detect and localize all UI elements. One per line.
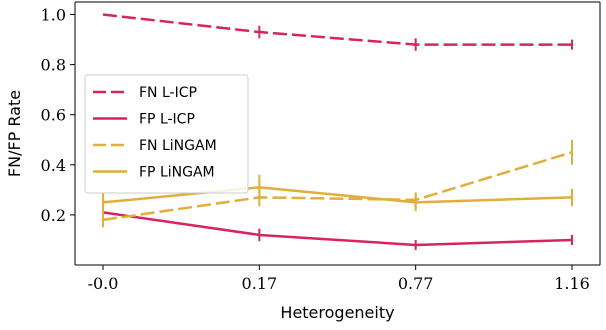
- legend: FN L-ICP FP L-ICP FN LiNGAM FP LiNGAM: [84, 74, 249, 194]
- x-ticks: -0.0 0.17 0.77 1.16: [88, 265, 590, 293]
- y-tick-label: 0.4: [41, 156, 66, 175]
- y-tick-label: 0.8: [41, 56, 66, 75]
- series-fp-l-icp: [102, 211, 573, 250]
- y-tick-label: 0.2: [41, 206, 66, 225]
- legend-box: [84, 74, 249, 194]
- legend-label: FP L-ICP: [139, 112, 195, 128]
- y-axis-title: FN/FP Rate: [5, 90, 24, 177]
- series-fn-l-icp: [102, 13, 573, 51]
- axes: [74, 1, 601, 266]
- series-line: [102, 186, 573, 204]
- x-tick-label: 0.17: [242, 274, 278, 293]
- x-axis-title: Heterogeneity: [280, 303, 394, 322]
- plot-area: [102, 13, 573, 250]
- legend-label: FN L-ICP: [139, 85, 197, 101]
- x-tick-label: 1.16: [554, 274, 590, 293]
- legend-label: FP LiNGAM: [139, 165, 215, 181]
- x-tick-label: -0.0: [88, 274, 119, 293]
- series-line: [102, 151, 573, 222]
- y-ticks: 0.2 0.4 0.6 0.8 1.0: [41, 6, 75, 225]
- x-tick-label: 0.77: [398, 274, 434, 293]
- y-tick-label: 0.6: [41, 106, 66, 125]
- series-fp-lingam: [102, 174, 573, 213]
- series-line: [102, 211, 573, 247]
- series-line: [102, 13, 572, 46]
- y-tick-label: 1.0: [41, 6, 66, 25]
- legend-label: FN LiNGAM: [139, 138, 217, 154]
